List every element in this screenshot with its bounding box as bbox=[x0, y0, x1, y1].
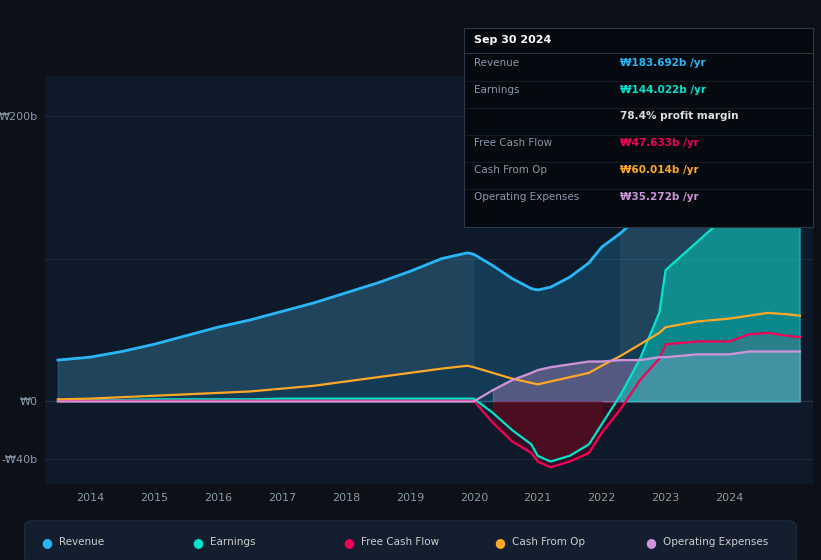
Text: Revenue: Revenue bbox=[474, 58, 519, 68]
Text: Cash From Op: Cash From Op bbox=[474, 165, 547, 175]
Text: Earnings: Earnings bbox=[210, 537, 255, 547]
Text: ●: ● bbox=[343, 535, 354, 549]
Text: Earnings: Earnings bbox=[474, 85, 519, 95]
Text: Revenue: Revenue bbox=[59, 537, 104, 547]
Text: Operating Expenses: Operating Expenses bbox=[663, 537, 768, 547]
Text: ₩47.633b /yr: ₩47.633b /yr bbox=[620, 138, 699, 148]
Text: Free Cash Flow: Free Cash Flow bbox=[474, 138, 552, 148]
Text: Sep 30 2024: Sep 30 2024 bbox=[474, 35, 551, 45]
Text: ₩183.692b /yr: ₩183.692b /yr bbox=[620, 58, 705, 68]
Text: ●: ● bbox=[192, 535, 203, 549]
Text: Free Cash Flow: Free Cash Flow bbox=[361, 537, 439, 547]
Text: Cash From Op: Cash From Op bbox=[512, 537, 585, 547]
Text: ₩144.022b /yr: ₩144.022b /yr bbox=[620, 85, 706, 95]
Text: ●: ● bbox=[645, 535, 656, 549]
Text: ₩60.014b /yr: ₩60.014b /yr bbox=[620, 165, 699, 175]
Text: Operating Expenses: Operating Expenses bbox=[474, 192, 579, 202]
Text: 78.4% profit margin: 78.4% profit margin bbox=[620, 111, 738, 122]
Text: ₩35.272b /yr: ₩35.272b /yr bbox=[620, 192, 699, 202]
Text: ●: ● bbox=[41, 535, 52, 549]
Text: ●: ● bbox=[494, 535, 505, 549]
